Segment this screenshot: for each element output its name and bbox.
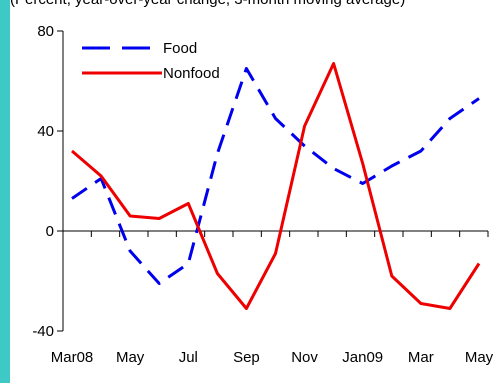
y-tick-label: 40 [37, 123, 54, 140]
x-tick-label: May [116, 349, 145, 366]
series-line-food [71, 67, 480, 285]
chart-panel: (Percent, year-over-year change, 3-month… [10, 0, 498, 383]
x-tick-label: Mar [408, 349, 434, 366]
legend-label-nonfood: Nonfood [163, 65, 220, 82]
x-tick-label: Nov [291, 349, 318, 366]
x-tick-label: Jul [179, 349, 198, 366]
series-line-nonfood [71, 62, 481, 310]
x-tick-label: Sep [233, 349, 260, 366]
chart-subtitle: (Percent, year-over-year change, 3-month… [10, 0, 498, 8]
x-tick-label: Jan09 [342, 349, 383, 366]
y-tick-label: 80 [37, 23, 54, 40]
y-tick-label: 0 [46, 223, 54, 240]
legend-label-food: Food [163, 40, 197, 57]
line-chart: -40 0 40 80 Mar08 May Jul Sep Nov Jan09 Mar May Food… [32, 23, 494, 366]
x-tick-label: Mar08 [51, 349, 94, 366]
y-tick-label: -40 [32, 323, 54, 340]
x-tick-label: May [465, 349, 494, 366]
